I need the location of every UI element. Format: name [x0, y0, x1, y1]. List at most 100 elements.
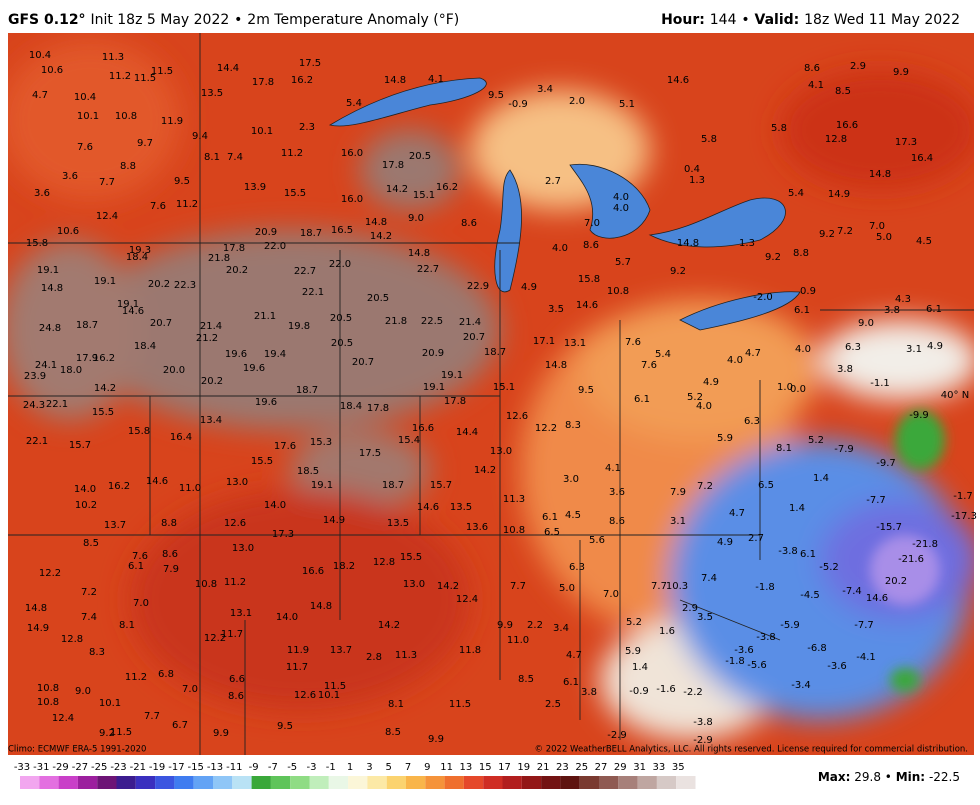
- colorbar-swatch: [270, 776, 291, 789]
- anomaly-label: 9.2: [765, 252, 781, 263]
- anomaly-label: 7.9: [670, 487, 686, 498]
- anomaly-label: 14.2: [370, 231, 392, 242]
- min: -22.5: [929, 770, 960, 784]
- colorbar-tick-label: -11: [226, 762, 242, 773]
- colorbar-tick-label: 15: [479, 762, 492, 773]
- anomaly-label: 16.6: [302, 566, 324, 577]
- anomaly-label: 5.8: [771, 123, 787, 134]
- anomaly-label: 11.2: [109, 71, 131, 82]
- anomaly-label: 19.1: [311, 480, 333, 491]
- anomaly-label: -3.8: [778, 546, 798, 557]
- anomaly-label: 6.8: [158, 669, 174, 680]
- map-labels: 10.410.64.7 10.410.17.63.63.67.711.311.2 1…: [23, 50, 977, 746]
- anomaly-label: -3.8: [756, 632, 776, 643]
- anomaly-label: 10.4: [29, 50, 51, 61]
- anomaly-label: 3.8: [581, 687, 597, 698]
- anomaly-label: 21.4: [459, 317, 481, 328]
- anomaly-label: 22.1: [302, 287, 324, 298]
- anomaly-label: 15.5: [284, 188, 306, 199]
- anomaly-label: 20.7: [352, 357, 374, 368]
- colorbar-tick-label: 29: [614, 762, 627, 773]
- anomaly-label: 20.9: [422, 348, 444, 359]
- anomaly-label: 9.2: [819, 229, 835, 240]
- anomaly-label: 3.1: [906, 344, 922, 355]
- anomaly-label: -7.4: [842, 586, 862, 597]
- anomaly-label: 11.5: [110, 727, 132, 738]
- anomaly-label: 20.5: [367, 293, 389, 304]
- anomaly-label: 13.7: [104, 520, 126, 531]
- anomaly-label: 3.6: [62, 171, 78, 182]
- anomaly-label: 13.0: [232, 543, 254, 554]
- colorbar-tick-label: 7: [405, 762, 411, 773]
- anomaly-label: -1.8: [755, 582, 775, 593]
- anomaly-label: -4.1: [856, 652, 876, 663]
- anomaly-label: 16.5: [331, 225, 353, 236]
- anomaly-label: 20.2: [226, 265, 248, 276]
- anomaly-label: 7.9: [163, 564, 179, 575]
- anomaly-label: 8.3: [89, 647, 105, 658]
- colorbar-tick-label: 3: [366, 762, 372, 773]
- anomaly-label: 10.8: [195, 579, 217, 590]
- colorbar-tick-label: 9: [424, 762, 430, 773]
- anomaly-label: 6.1: [542, 512, 558, 523]
- anomaly-label: 22.3: [174, 280, 196, 291]
- colorbar-tick-label: -1: [326, 762, 336, 773]
- colorbar-swatch: [502, 776, 522, 789]
- anomaly-label: 16.6: [412, 423, 434, 434]
- anomaly-label: 16.0: [341, 148, 363, 159]
- anomaly-label: 2.9: [850, 61, 866, 72]
- anomaly-label: 8.8: [161, 518, 177, 529]
- copyright: © 2022 WeatherBELL Analytics, LLC. All r…: [535, 745, 968, 755]
- anomaly-label: 8.6: [162, 549, 178, 560]
- anomaly-label: 12.4: [52, 713, 74, 724]
- anomaly-label: -7.7: [866, 495, 886, 506]
- anomaly-label: 7.2: [837, 226, 853, 237]
- colorbar-swatch: [174, 776, 194, 789]
- anomaly-label: 5.1: [619, 99, 635, 110]
- anomaly-label: 1.6: [659, 626, 675, 637]
- colorbar-swatch: [637, 776, 657, 789]
- anomaly-label: 18.7: [300, 228, 322, 239]
- anomaly-label: 7.6: [132, 551, 148, 562]
- anomaly-label: 5.0: [559, 583, 575, 594]
- colorbar-tick-label: 31: [633, 762, 646, 773]
- anomaly-detail: [870, 410, 945, 692]
- anomaly-label: 21.4: [200, 321, 222, 332]
- anomaly-label: 9.0: [858, 318, 874, 329]
- anomaly-label: 14.6: [667, 75, 689, 86]
- anomaly-label: 20.9: [255, 227, 277, 238]
- anomaly-label: 7.0: [869, 221, 885, 232]
- anomaly-label: 14.9: [828, 189, 850, 200]
- anomaly-label: 16.6: [836, 120, 858, 131]
- header-right: Hour: 144 • Valid: 18z Wed 11 May 2022: [661, 12, 960, 28]
- colorbar-swatch: [444, 776, 464, 789]
- colorbar-swatch: [232, 776, 252, 789]
- anomaly-label: 19.6: [255, 397, 277, 408]
- anomaly-label: 14.2: [474, 465, 496, 476]
- anomaly-label: 20.7: [150, 318, 172, 329]
- anomaly-label: 15.8: [26, 238, 48, 249]
- anomaly-label: 7.7: [510, 581, 526, 592]
- anomaly-label: 19.1: [423, 382, 445, 393]
- anomaly-label: 12.4: [456, 594, 478, 605]
- max-min: Max: 29.8 • Min: -22.5: [818, 770, 960, 784]
- anomaly-label: 1.4: [813, 473, 829, 484]
- anomaly-label: 14.2: [437, 581, 459, 592]
- anomaly-label: 12.6: [506, 411, 528, 422]
- colorbar-tick-label: -7: [268, 762, 278, 773]
- anomaly-label: 4.7: [729, 508, 745, 519]
- anomaly-label: 17.1: [533, 336, 555, 347]
- anomaly-label: 12.2: [204, 633, 226, 644]
- anomaly-label: 13.6: [466, 522, 488, 533]
- anomaly-label: 5.9: [625, 646, 641, 657]
- anomaly-label: 3.6: [609, 487, 625, 498]
- anomaly-label: 15.4: [398, 435, 420, 446]
- anomaly-label: 21.1: [254, 311, 276, 322]
- anomaly-label: 10.2: [75, 500, 97, 511]
- anomaly-label: 19.8: [288, 321, 310, 332]
- anomaly-label: 6.3: [569, 562, 585, 573]
- lakes: [328, 77, 801, 331]
- colorbar-swatch: [135, 776, 156, 789]
- anomaly-label: 11.8: [459, 645, 481, 656]
